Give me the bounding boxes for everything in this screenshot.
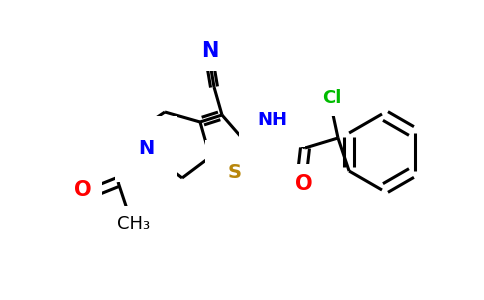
Text: NH: NH (257, 111, 287, 129)
Text: Cl: Cl (322, 89, 342, 107)
Text: O: O (74, 180, 92, 200)
Text: N: N (201, 41, 219, 61)
Text: N: N (138, 140, 154, 158)
Text: S: S (228, 164, 242, 182)
Text: O: O (295, 174, 313, 194)
Text: CH₃: CH₃ (118, 215, 151, 233)
